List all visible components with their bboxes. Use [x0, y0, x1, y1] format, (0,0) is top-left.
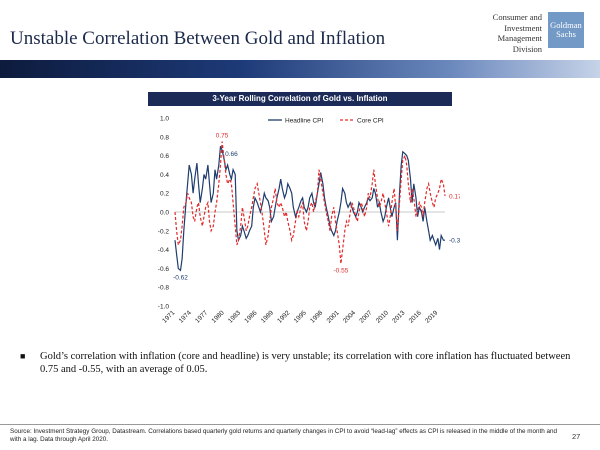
- goldman-sachs-logo: Goldman Sachs: [548, 12, 584, 48]
- data-label-layer: -0.62 0.66 -0.30 0.75 -0.55 0.17: [173, 133, 460, 282]
- footer-divider: [0, 424, 600, 425]
- correlation-chart: 1.0 0.8 0.6 0.4 0.2 0.0 -0.2 -0.4 -0.6 -0.8 -1.0 1…: [158, 116, 460, 325]
- y-tick-label: -0.4: [158, 247, 170, 254]
- division-line: Investment: [504, 22, 542, 33]
- y-tick-label: 0.2: [160, 191, 169, 198]
- core-cpi-series-line: [174, 141, 446, 264]
- division-name: Consumer and Investment Management Divis…: [468, 12, 542, 54]
- series-layer: [174, 141, 446, 272]
- legend-label: Core CPI: [357, 118, 384, 125]
- x-tick-label: 2007: [358, 309, 373, 324]
- y-tick-label: 0.6: [160, 153, 169, 160]
- data-label: 0.75: [216, 133, 229, 140]
- bullet-point: ■ Gold’s correlation with inflation (cor…: [20, 350, 590, 376]
- bullet-text: Gold’s correlation with inflation (core …: [40, 351, 571, 375]
- bullet-square-icon: ■: [20, 351, 26, 361]
- x-tick-label: 1998: [309, 309, 324, 324]
- logo-line: Goldman: [550, 20, 582, 30]
- division-line: Consumer and: [492, 12, 542, 22]
- logo-line: Sachs: [556, 29, 576, 39]
- y-tick-label: -0.6: [158, 266, 170, 273]
- y-tick-label: -0.8: [158, 285, 170, 292]
- division-line: Division: [512, 43, 542, 54]
- source-footnote: Source: Investment Strategy Group, Datas…: [10, 428, 557, 443]
- data-label: -0.30: [449, 238, 460, 245]
- x-tick-label: 1977: [194, 309, 209, 324]
- y-axis: 1.0 0.8 0.6 0.4 0.2 0.0 -0.2 -0.4 -0.6 -0.8 -1.0: [158, 116, 170, 311]
- data-label: -0.55: [334, 268, 349, 275]
- legend-label: Headline CPI: [285, 118, 323, 125]
- data-label: -0.62: [173, 274, 188, 281]
- x-tick-label: 2013: [391, 309, 406, 324]
- x-tick-label: 1983: [227, 309, 242, 324]
- y-tick-label: 0.8: [160, 134, 169, 141]
- x-tick-label: 1992: [276, 309, 291, 324]
- x-tick-label: 2004: [342, 309, 357, 324]
- x-tick-label: 1974: [178, 309, 193, 324]
- division-line: Management: [497, 33, 542, 43]
- slide-title: Unstable Correlation Between Gold and In…: [10, 28, 386, 49]
- page-number: 27: [572, 432, 581, 441]
- y-tick-label: 1.0: [160, 116, 169, 123]
- x-tick-label: 1986: [243, 309, 258, 324]
- data-label: 0.66: [225, 151, 238, 158]
- y-tick-label: -1.0: [158, 304, 170, 311]
- header-band: [0, 60, 600, 78]
- x-tick-label: 1989: [260, 309, 275, 324]
- x-tick-label: 2010: [375, 309, 390, 324]
- x-tick-label: 2001: [326, 309, 341, 324]
- x-tick-label: 2019: [424, 309, 439, 324]
- data-label: 0.17: [449, 194, 460, 201]
- y-tick-label: -0.2: [158, 228, 170, 235]
- x-axis: 1971 1974 1977 1980 1983 1986 1989 1992 1995 1998…: [161, 309, 439, 324]
- legend: Headline CPI Core CPI: [268, 118, 384, 125]
- x-tick-label: 1995: [293, 309, 308, 324]
- headline-cpi-series-line: [174, 145, 445, 272]
- chart-title: 3-Year Rolling Correlation of Gold vs. I…: [148, 92, 452, 106]
- y-tick-label: 0.4: [160, 172, 169, 179]
- x-tick-label: 2016: [408, 309, 423, 324]
- x-tick-label: 1971: [161, 309, 176, 324]
- y-tick-label: 0.0: [160, 210, 169, 217]
- x-tick-label: 1980: [211, 309, 226, 324]
